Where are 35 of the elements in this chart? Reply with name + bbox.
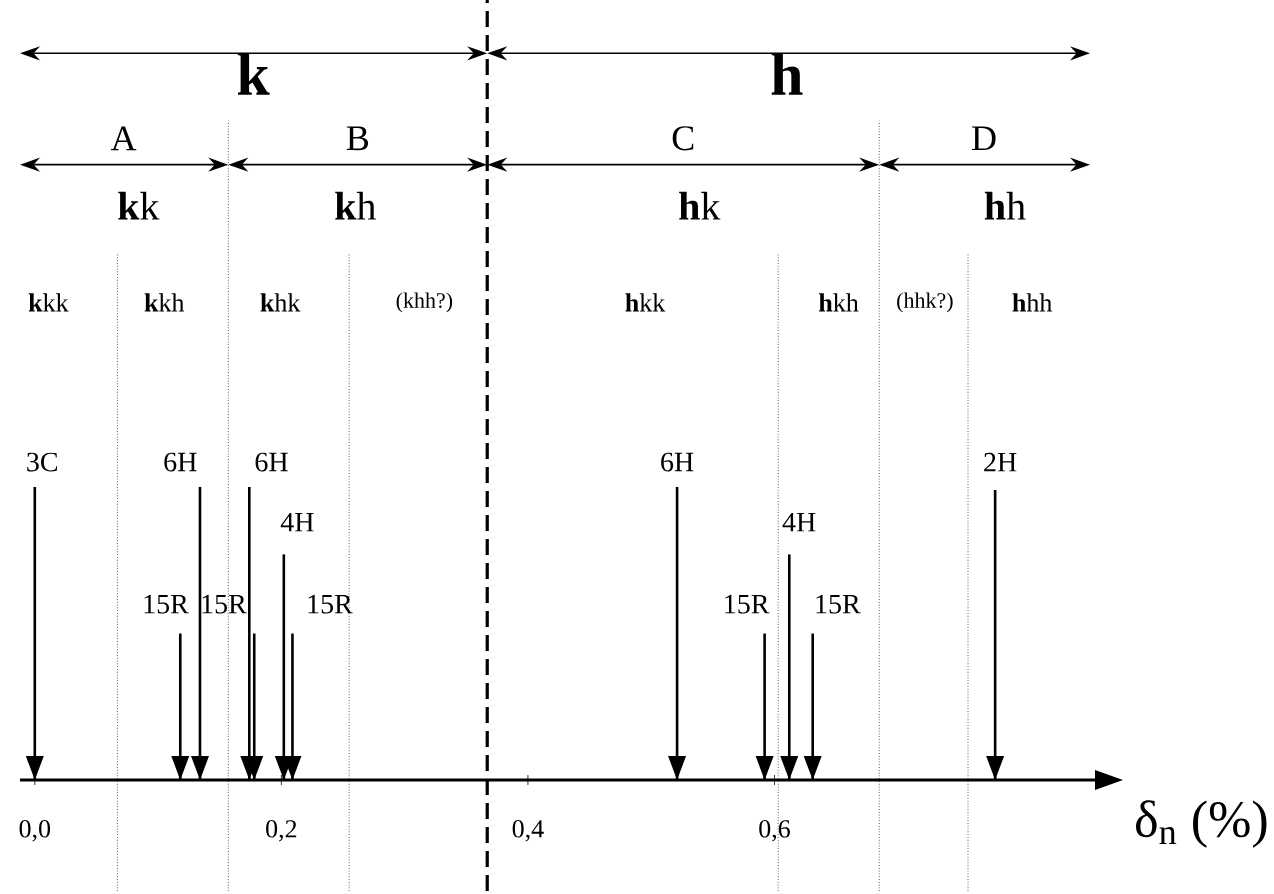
annotation: 15R — [725, 594, 770, 614]
x-tick-label: 0,2 — [266, 820, 297, 842]
text: 2H — [984, 452, 1017, 472]
text: C — [672, 126, 694, 151]
text: kkh — [144, 293, 185, 312]
text: h — [771, 53, 803, 95]
text: (khh?) — [396, 292, 453, 313]
text: khk — [260, 293, 301, 312]
text: hh — [984, 191, 1026, 220]
text: 6H — [164, 452, 197, 472]
x-axis-title: δ$_{n}$ (%) — [1136, 800, 1267, 848]
x-tick-label: 0,4 — [512, 820, 544, 842]
annotation: 4H — [280, 512, 314, 532]
annotation: 15R — [816, 594, 861, 614]
annotation: 15R — [144, 594, 189, 614]
text: A — [110, 126, 137, 151]
annotation: 15R — [202, 594, 247, 614]
text: hkk — [625, 293, 666, 312]
text: kk — [118, 191, 160, 220]
text: (hhk?) — [897, 292, 953, 313]
text: hkh — [819, 293, 859, 312]
text: k — [237, 53, 270, 95]
text: hhh — [1012, 293, 1053, 312]
text: D — [972, 126, 996, 151]
text: kkk — [28, 293, 69, 312]
text: 6H — [661, 452, 694, 472]
text: 6H — [255, 452, 288, 472]
annotation: 4H — [782, 512, 816, 532]
annotation: 15R — [308, 594, 353, 614]
text: kh — [335, 191, 376, 220]
text: 3C — [27, 452, 57, 472]
text: hk — [679, 191, 721, 220]
x-tick-label: 0,6 — [759, 820, 790, 842]
x-tick-label: 0,0 — [19, 820, 51, 842]
text: B — [346, 126, 369, 151]
